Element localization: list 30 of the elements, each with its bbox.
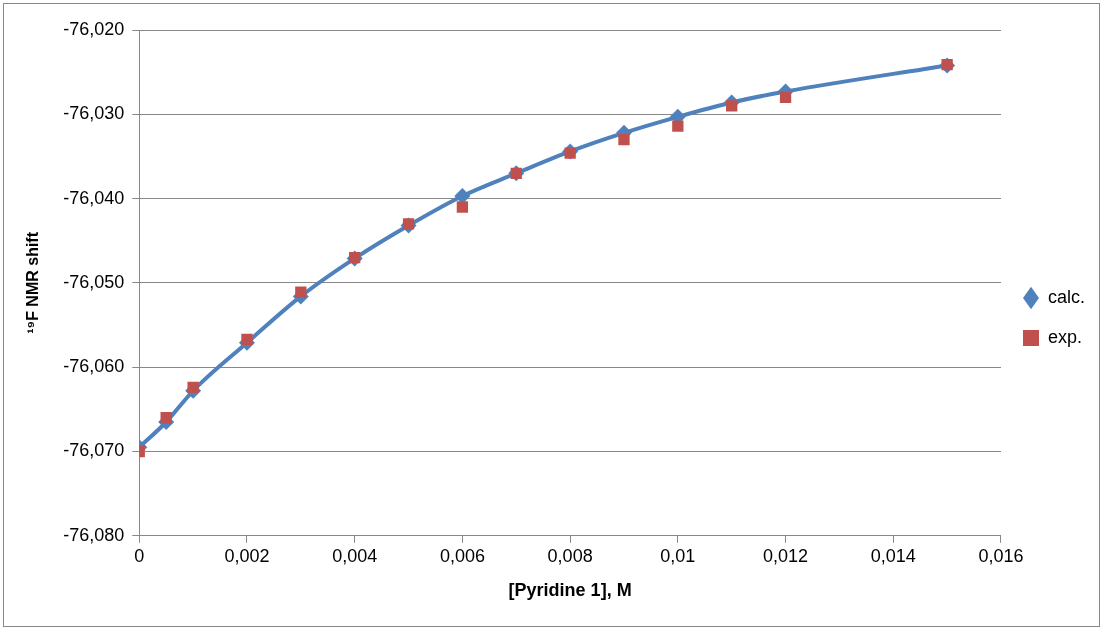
legend-label: exp. (1047, 326, 1083, 347)
x-tick-label: 0,014 (870, 545, 916, 566)
x-tick-label: 0,002 (224, 545, 270, 566)
y-tick-label: -76,020 (63, 18, 125, 39)
legend-label: calc. (1047, 286, 1085, 307)
point (726, 100, 738, 112)
x-axis-title: [Pyridine 1], M (508, 580, 632, 601)
point (618, 133, 630, 146)
y-tick-label: -76,070 (63, 440, 125, 461)
y-tick-label: -76,050 (63, 271, 125, 292)
y-tick-label: -76,080 (63, 524, 125, 545)
x-tick-label: 0,004 (332, 545, 378, 566)
x-tick-label: 0,01 (660, 545, 696, 566)
point (160, 412, 172, 424)
point (456, 201, 469, 213)
x-tick-label: 0,016 (978, 545, 1024, 566)
x-tick-label: 0,012 (763, 545, 809, 566)
point (241, 333, 253, 346)
x-tick-label: 0 (134, 545, 145, 566)
y-tick-label: -76,060 (63, 356, 125, 377)
point (672, 120, 684, 132)
point (187, 381, 199, 394)
y-tick-label: -76,040 (63, 187, 125, 208)
point (779, 91, 792, 104)
y-axis-title: ¹⁹F NMR shift (24, 231, 42, 334)
x-tick-label: 0,006 (439, 545, 485, 566)
x-tick-label: 0,008 (547, 545, 593, 566)
point (402, 218, 415, 230)
point (295, 286, 307, 298)
y-tick-label: -76,030 (63, 103, 125, 124)
